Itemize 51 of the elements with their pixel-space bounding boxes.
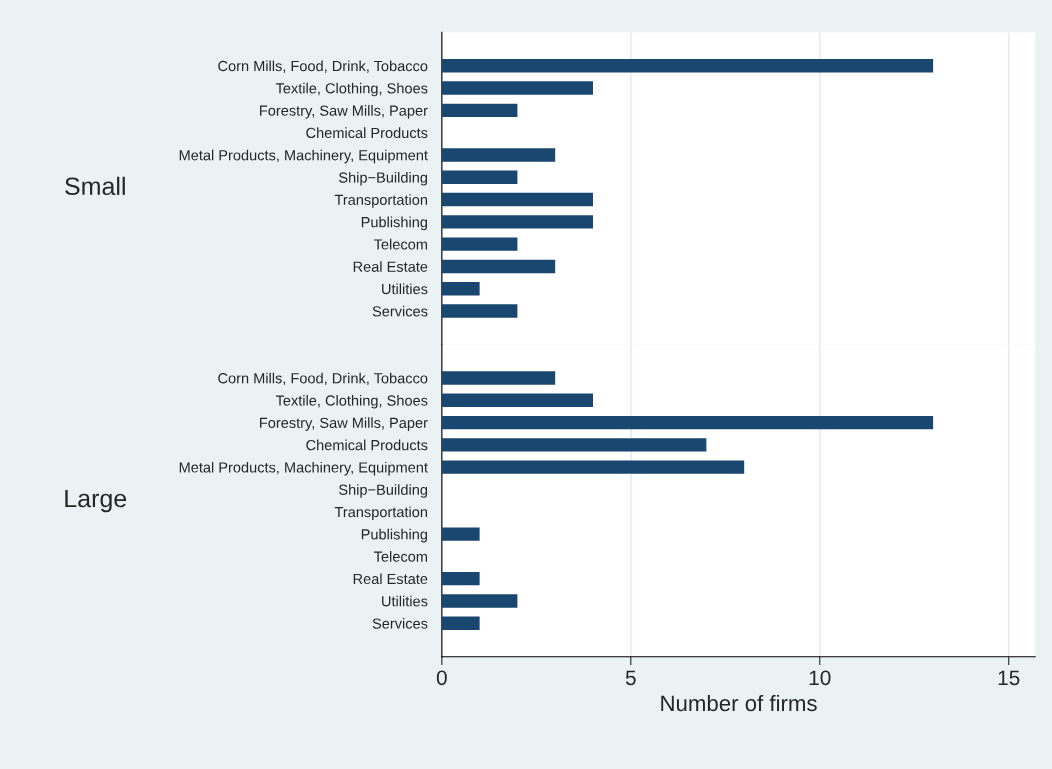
y-tick-label: Telecom: [373, 551, 427, 562]
y-tick-label: Ship−Building: [339, 484, 428, 498]
bar: [441, 81, 594, 95]
y-tick-label: Publishing: [361, 216, 428, 231]
y-tick-label: Forestry, Saw Mills, Paper: [260, 105, 428, 119]
y-tick-label: Transportation: [334, 506, 428, 521]
bar: [441, 237, 518, 251]
bar: [441, 59, 934, 73]
bar: [441, 215, 594, 229]
bar: [441, 103, 518, 118]
y-tick-label: Services: [372, 305, 428, 317]
y-tick-label: Real Estate: [353, 573, 428, 585]
bar: [441, 192, 594, 207]
bar: [441, 282, 480, 296]
y-tick-label: Utilities: [382, 283, 428, 295]
y-tick-label: Transportation: [334, 194, 428, 208]
bar: [441, 304, 518, 318]
bar: [441, 371, 556, 385]
bar: [441, 438, 707, 452]
x-tick-label: 15: [998, 670, 1020, 686]
y-tick-label: Chemical Products: [306, 439, 428, 451]
x-tick-label: 0: [436, 670, 447, 686]
bar: [441, 571, 480, 586]
y-tick-label: Utilities: [382, 595, 428, 607]
y-tick-label: Services: [372, 617, 428, 629]
y-tick-label: Ship−Building: [339, 171, 428, 186]
bar: [441, 527, 480, 541]
y-tick-label: Corn Mills, Food, Drink, Tobacco: [218, 60, 428, 73]
bar: [441, 594, 518, 608]
y-tick-label: Corn Mills, Food, Drink, Tobacco: [218, 372, 428, 386]
y-tick-label: Forestry, Saw Mills, Paper: [260, 417, 428, 431]
y-tick-label: Metal Products, Machinery, Equipment: [179, 461, 428, 476]
x-tick-label: 5: [625, 670, 636, 686]
bar: [441, 393, 594, 407]
y-tick-label: Telecom: [373, 238, 427, 250]
bar: [441, 148, 556, 162]
y-tick-label: Chemical Products: [306, 127, 428, 139]
bar: [441, 415, 934, 430]
y-tick-label: Publishing: [361, 528, 428, 543]
x-axis-title: Number of firms: [661, 694, 817, 712]
bar: [441, 170, 518, 184]
bar: [441, 259, 556, 274]
bar: [441, 460, 745, 474]
y-axis-title: Large: [65, 489, 127, 513]
y-tick-label: Textile, Clothing, Shoes: [275, 394, 428, 409]
bar: [441, 616, 480, 630]
y-tick-label: Real Estate: [353, 261, 428, 272]
y-tick-label: Metal Products, Machinery, Equipment: [179, 149, 428, 164]
y-tick-label: Textile, Clothing, Shoes: [275, 82, 428, 97]
x-tick-label: 10: [809, 670, 831, 686]
y-axis-title: Small: [65, 176, 125, 196]
